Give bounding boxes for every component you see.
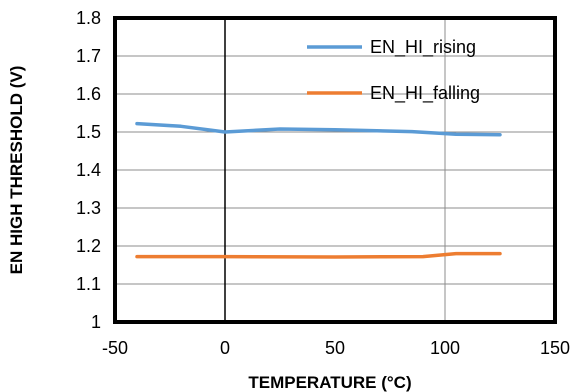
y-tick-label-7: 1.7 xyxy=(76,46,101,66)
y-tick-label-1: 1.1 xyxy=(76,274,101,294)
legend-label-EN_HI_rising: EN_HI_rising xyxy=(370,37,476,58)
zero-lines xyxy=(224,18,446,322)
series-layer xyxy=(135,121,502,259)
y-tick-label-8: 1.8 xyxy=(76,8,101,28)
legend: EN_HI_rising EN_HI_falling xyxy=(307,37,480,104)
y-tick-label-4: 1.4 xyxy=(76,160,101,180)
x-axis-title: TEMPERATURE (°C) xyxy=(248,373,411,392)
x-tick-label-1: 0 xyxy=(220,338,230,358)
y-tick-label-0: 1 xyxy=(91,312,101,332)
series-line-EN_HI_rising xyxy=(135,121,502,137)
legend-label-EN_HI_falling: EN_HI_falling xyxy=(370,83,480,104)
x-tick-label-2: 50 xyxy=(325,338,345,358)
series-line-EN_HI_falling xyxy=(135,251,502,259)
y-tick-label-6: 1.6 xyxy=(76,84,101,104)
y-tick-label-3: 1.3 xyxy=(76,198,101,218)
plot-frame xyxy=(113,16,557,324)
y-tick-label-5: 1.5 xyxy=(76,122,101,142)
x-tick-label-0: -50 xyxy=(102,338,128,358)
x-tick-labels: -50 0 50 100 150 xyxy=(102,338,570,358)
gridlines xyxy=(115,17,555,323)
y-tick-label-2: 1.2 xyxy=(76,236,101,256)
y-tick-labels: 1 1.1 1.2 1.3 1.4 1.5 1.6 1.7 1.8 xyxy=(76,8,101,332)
x-tick-label-4: 150 xyxy=(540,338,570,358)
y-axis-title: EN HIGH THRESHOLD (V) xyxy=(7,66,26,275)
x-tick-label-3: 100 xyxy=(430,338,460,358)
